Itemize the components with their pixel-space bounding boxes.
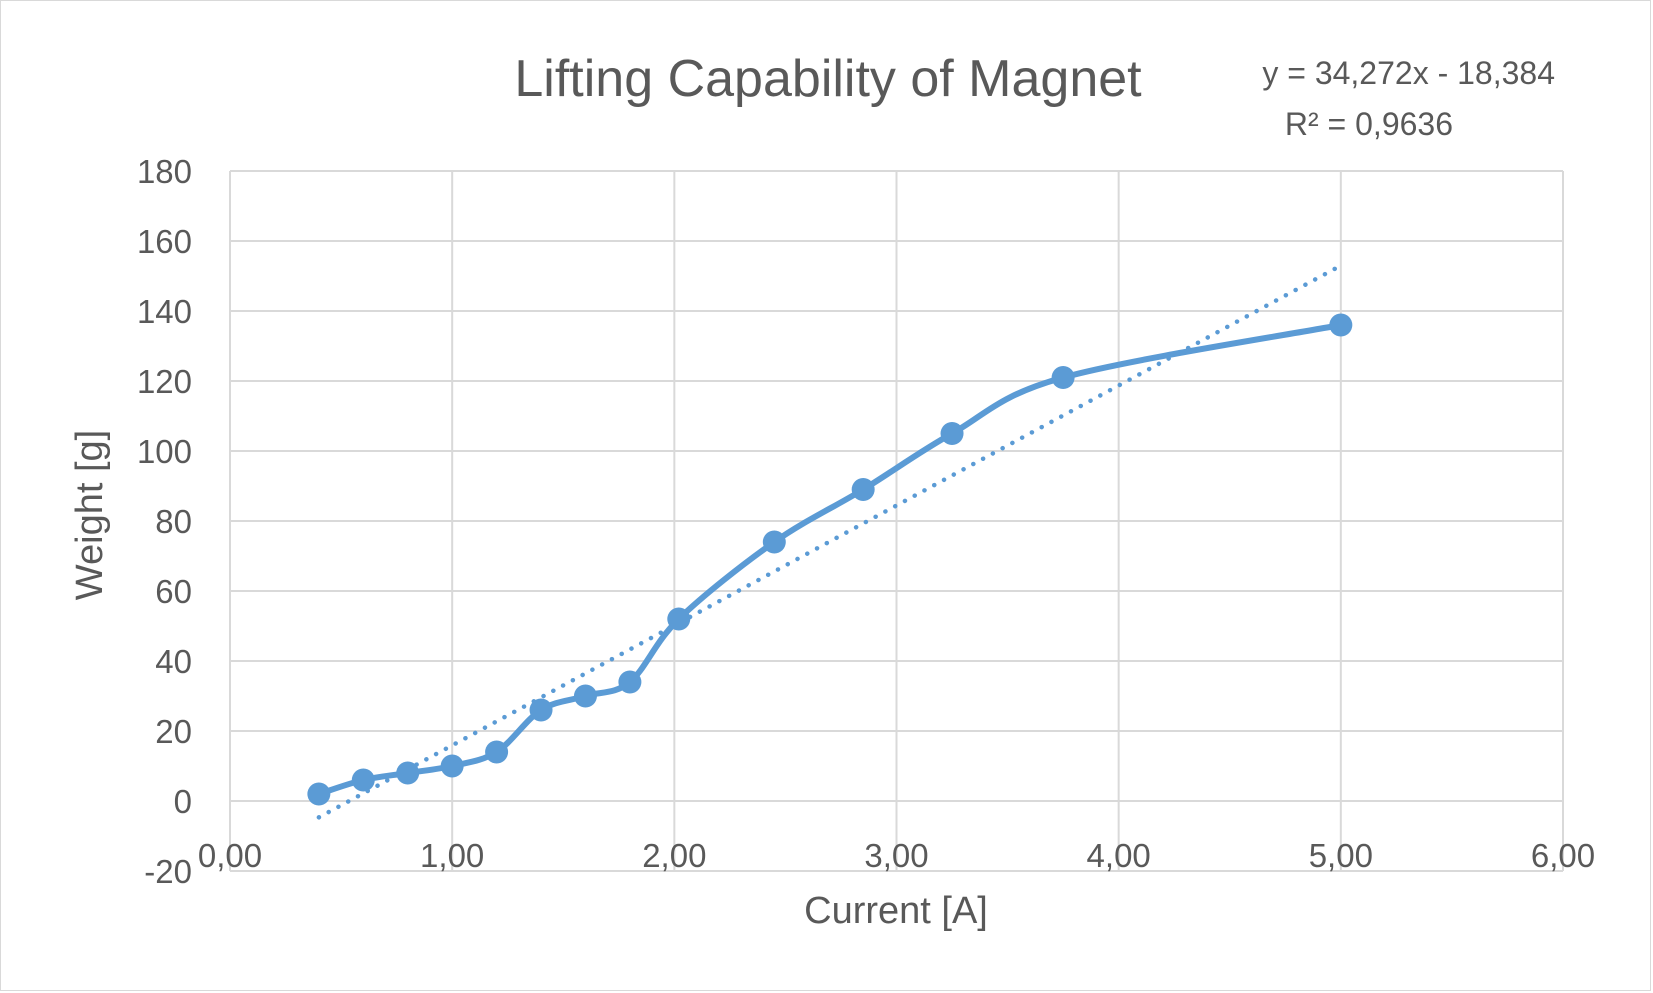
x-tick-label: 5,00: [1309, 837, 1373, 874]
x-tick-label: 3,00: [864, 837, 928, 874]
x-tick-label: 6,00: [1531, 837, 1595, 874]
series-line: [315, 322, 1344, 797]
data-point: [529, 698, 553, 722]
data-point: [1051, 366, 1075, 389]
y-tick-label: 180: [137, 153, 192, 190]
y-tick-label: 120: [137, 363, 192, 400]
y-tick-label: 60: [155, 573, 192, 610]
data-point: [573, 684, 597, 708]
data-point: [351, 768, 375, 792]
y-tick-label: 0: [174, 783, 192, 820]
data-point: [485, 740, 509, 764]
data-point: [1329, 313, 1353, 337]
y-tick-label: -20: [144, 853, 192, 890]
tick-labels: -20 0 20 40 60 80 100 120 140 160 180 0,00 1,00 2,00 3…: [137, 153, 1595, 890]
data-point: [762, 530, 786, 554]
x-tick-label: 4,00: [1087, 837, 1151, 874]
trendline-equation: y = 34,272x - 18,384: [1262, 55, 1555, 91]
data-point: [307, 782, 331, 806]
gridlines: [229, 170, 1564, 872]
y-tick-label: 80: [155, 503, 192, 540]
data-point: [940, 422, 964, 445]
data-point: [396, 761, 420, 785]
x-tick-label: 0,00: [198, 837, 262, 874]
y-tick-label: 100: [137, 433, 192, 470]
x-tick-label: 1,00: [420, 837, 484, 874]
y-tick-label: 20: [155, 713, 192, 750]
y-axis-label: Weight [g]: [69, 430, 111, 600]
trendline-path: [316, 263, 1344, 820]
trendline-r2: R² = 0,9636: [1285, 106, 1453, 142]
data-point: [851, 478, 875, 501]
x-tick-label: 2,00: [642, 837, 706, 874]
x-axis-label: Current [A]: [804, 890, 988, 932]
data-point: [440, 754, 464, 778]
y-tick-label: 40: [155, 643, 192, 680]
chart-title: Lifting Capability of Magnet: [514, 50, 1142, 108]
data-point: [667, 607, 691, 631]
y-tick-label: 140: [137, 293, 192, 330]
y-tick-label: 160: [137, 223, 192, 260]
data-point: [618, 670, 642, 694]
series: [307, 313, 1353, 806]
trendline: [316, 263, 1344, 820]
